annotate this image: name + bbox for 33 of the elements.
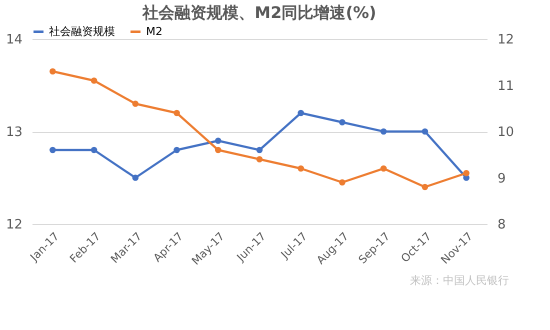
chart-title: 社会融资规模、M2同比增速(%): [142, 3, 376, 22]
y2-tick-label: 12: [498, 32, 514, 48]
point: [174, 146, 180, 154]
point: [50, 68, 56, 75]
point: [214, 146, 222, 154]
y2-tick-label: 9: [498, 171, 506, 186]
point: [256, 146, 263, 154]
point: [214, 138, 222, 144]
point: [50, 146, 56, 154]
point: [90, 77, 98, 84]
point: [339, 179, 346, 186]
point: [256, 156, 263, 162]
y-tick-label: 14: [6, 32, 22, 48]
y2-tick-label: 8: [498, 218, 506, 232]
y-tick-label: 13: [6, 125, 22, 140]
point: [422, 128, 428, 135]
legend-label: M2: [146, 24, 162, 38]
point: [380, 128, 387, 135]
point: [132, 174, 139, 181]
source-note: 来源：中国人民银行: [410, 274, 509, 287]
point: [90, 146, 98, 154]
y-tick-label: 12: [6, 218, 22, 232]
point: [380, 165, 387, 172]
point: [422, 184, 428, 190]
point: [298, 110, 304, 116]
point: [339, 119, 346, 126]
point: [463, 170, 470, 176]
point: [132, 100, 139, 107]
point: [298, 165, 304, 172]
point: [174, 110, 180, 116]
y2-tick-label: 10: [498, 125, 514, 140]
y2-tick-label: 11: [498, 78, 514, 94]
legend-label: 社会融资规模: [49, 24, 115, 38]
